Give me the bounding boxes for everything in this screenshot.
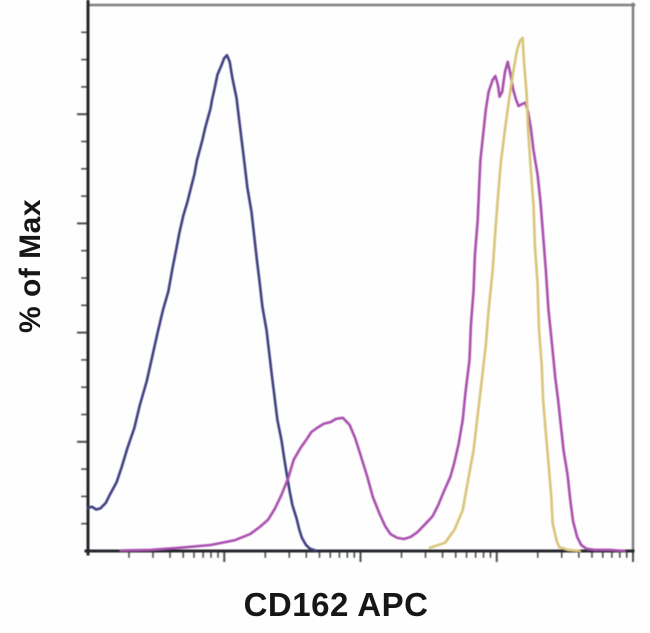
y-axis-label: % of Max — [14, 198, 47, 334]
curve-navy-histogram — [86, 53, 317, 552]
curve-magenta-histogram — [119, 60, 627, 553]
x-axis-label: CD162 APC — [243, 586, 429, 623]
curve-orange-histogram — [428, 36, 582, 553]
